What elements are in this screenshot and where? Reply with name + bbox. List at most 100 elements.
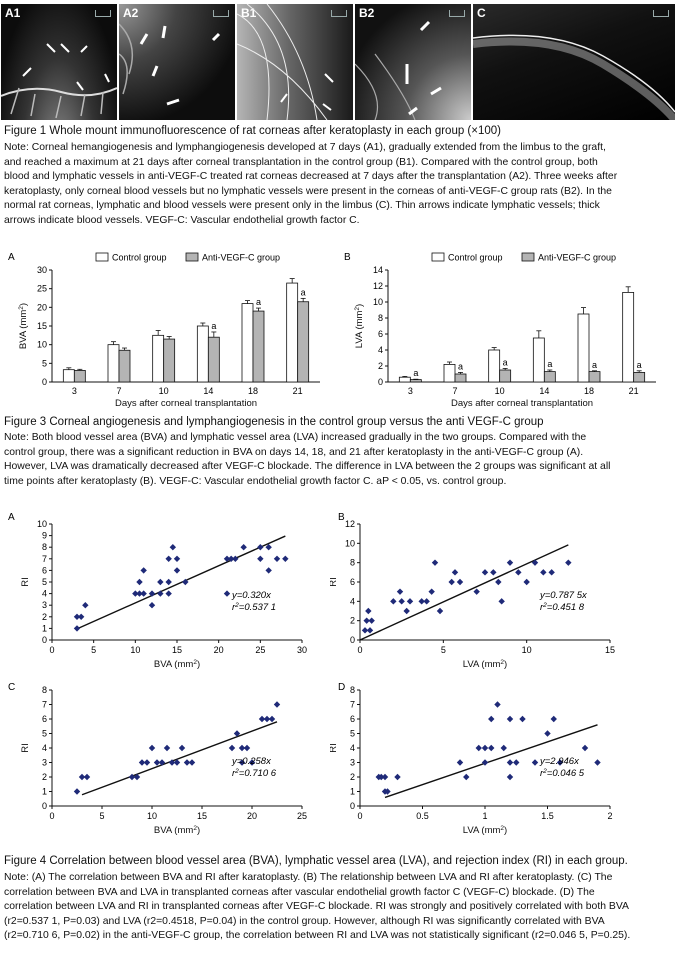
data-point [188,759,196,766]
note-line: Note: Both blood vessel area (BVA) and l… [4,432,587,443]
x-tick-label: 10 [495,386,505,396]
data-point [473,588,480,595]
data-point [128,773,136,781]
data-point [495,578,502,586]
r-squared-label: r2=0.451 8 [540,602,585,614]
data-point [365,607,372,615]
data-point [451,569,459,576]
note-line: control group, there was a significant r… [4,446,584,458]
data-point [157,578,164,586]
figure1-note: Note: Corneal hemangiogenesis and lympha… [4,141,674,229]
legend-label: Control group [448,253,503,263]
x-tick-label: 7 [452,386,457,396]
scale-bar [331,10,347,17]
vessel-sketch [237,4,334,120]
data-point [448,578,455,586]
y-tick-label: 6 [42,714,47,724]
data-point [165,555,172,562]
data-point [238,759,246,766]
note-line: However, LVA was dramatically decreased … [4,461,611,473]
note-line: correlation between BVA and LVA in trans… [4,886,595,898]
bar-chart-lva: B Control group Anti-VEGF-C group 0 2 4 6 8 10 12… [344,252,656,409]
y-tick-label: 10 [37,340,47,350]
panel-label: A2 [123,6,139,20]
data-point [519,715,526,723]
figure1-panel: C [473,4,675,120]
y-axis-label: BVA (mm2) [18,303,30,349]
note-line: (r2=0.537 1, P=0.03) and LVA (r2=0.4518,… [4,915,605,927]
x-tick-label: 5 [91,645,96,655]
figure3-note: Note: Both blood vessel area (BVA) and l… [4,431,674,489]
data-point [431,559,439,566]
data-point [366,627,374,634]
data-point [136,578,143,586]
x-axis-label: Days after corneal transplantation [115,398,257,409]
data-point [228,744,236,752]
y-tick-label: 1 [42,787,47,797]
data-point [265,567,272,574]
panel-label: A1 [5,6,21,20]
r-squared-label: r2=0.537 1 [232,602,276,614]
panel-label: B2 [359,6,375,20]
regression-line [76,535,286,630]
note-line: time points after keratoplasty (B). VEGF… [4,475,507,487]
y-tick-label: 1 [350,787,355,797]
data-point [368,617,375,624]
y-axis-label: RI [330,577,339,587]
x-tick-label: 10 [147,811,157,821]
r-squared-label: r2=0.046 5 [540,768,585,780]
panel-letter: B [344,252,351,263]
data-point [481,744,489,752]
y-tick-label: 10 [345,538,355,548]
data-point [182,578,189,586]
panel-label: C [477,6,486,20]
bar [62,369,75,383]
y-tick-label: 0 [42,801,47,811]
y-tick-label: 8 [350,558,355,568]
data-point [403,607,410,615]
vessel-sketch [1,43,117,119]
data-point [238,744,246,752]
legend-label: Anti-VEGF-C group [202,253,280,263]
data-point [82,602,89,609]
y-axis-label: LVA (mm2) [354,304,366,348]
x-tick-label: 3 [72,386,77,396]
bar [107,344,120,383]
significance-mark: a [301,287,306,297]
x-tick-label: 15 [605,645,615,655]
x-tick-label: 0 [357,811,362,821]
data-point [240,544,247,551]
y-tick-label: 15 [37,321,47,331]
y-tick-label: 0 [350,635,355,645]
x-tick-label: 0 [49,645,54,655]
data-point [500,744,507,752]
data-point [548,569,555,576]
data-point [494,701,501,708]
data-point [490,569,497,576]
x-tick-label: 14 [203,386,213,396]
y-tick-label: 10 [37,519,47,529]
data-point [384,788,391,795]
data-point [398,598,405,605]
y-tick-label: 4 [42,589,47,599]
y-tick-label: 5 [42,577,47,587]
y-tick-label: 2 [350,616,355,626]
note-line: (r2=0.710 6, P=0.02) in the anti-VEGF-C … [4,930,631,942]
data-point [565,559,572,566]
bar [398,376,411,383]
y-tick-label: 4 [350,596,355,606]
data-point [273,701,281,708]
y-tick-label: 5 [350,729,355,739]
equation-label: y=0.258x [231,756,272,767]
data-point [481,759,489,766]
data-point [78,773,86,781]
x-tick-label: 0 [357,645,362,655]
bar [252,310,265,383]
data-point [488,715,495,723]
y-tick-label: 6 [42,565,47,575]
x-tick-label: 5 [441,645,446,655]
data-point [165,578,172,586]
y-tick-label: 10 [373,297,383,307]
x-tick-label: 10 [130,645,140,655]
